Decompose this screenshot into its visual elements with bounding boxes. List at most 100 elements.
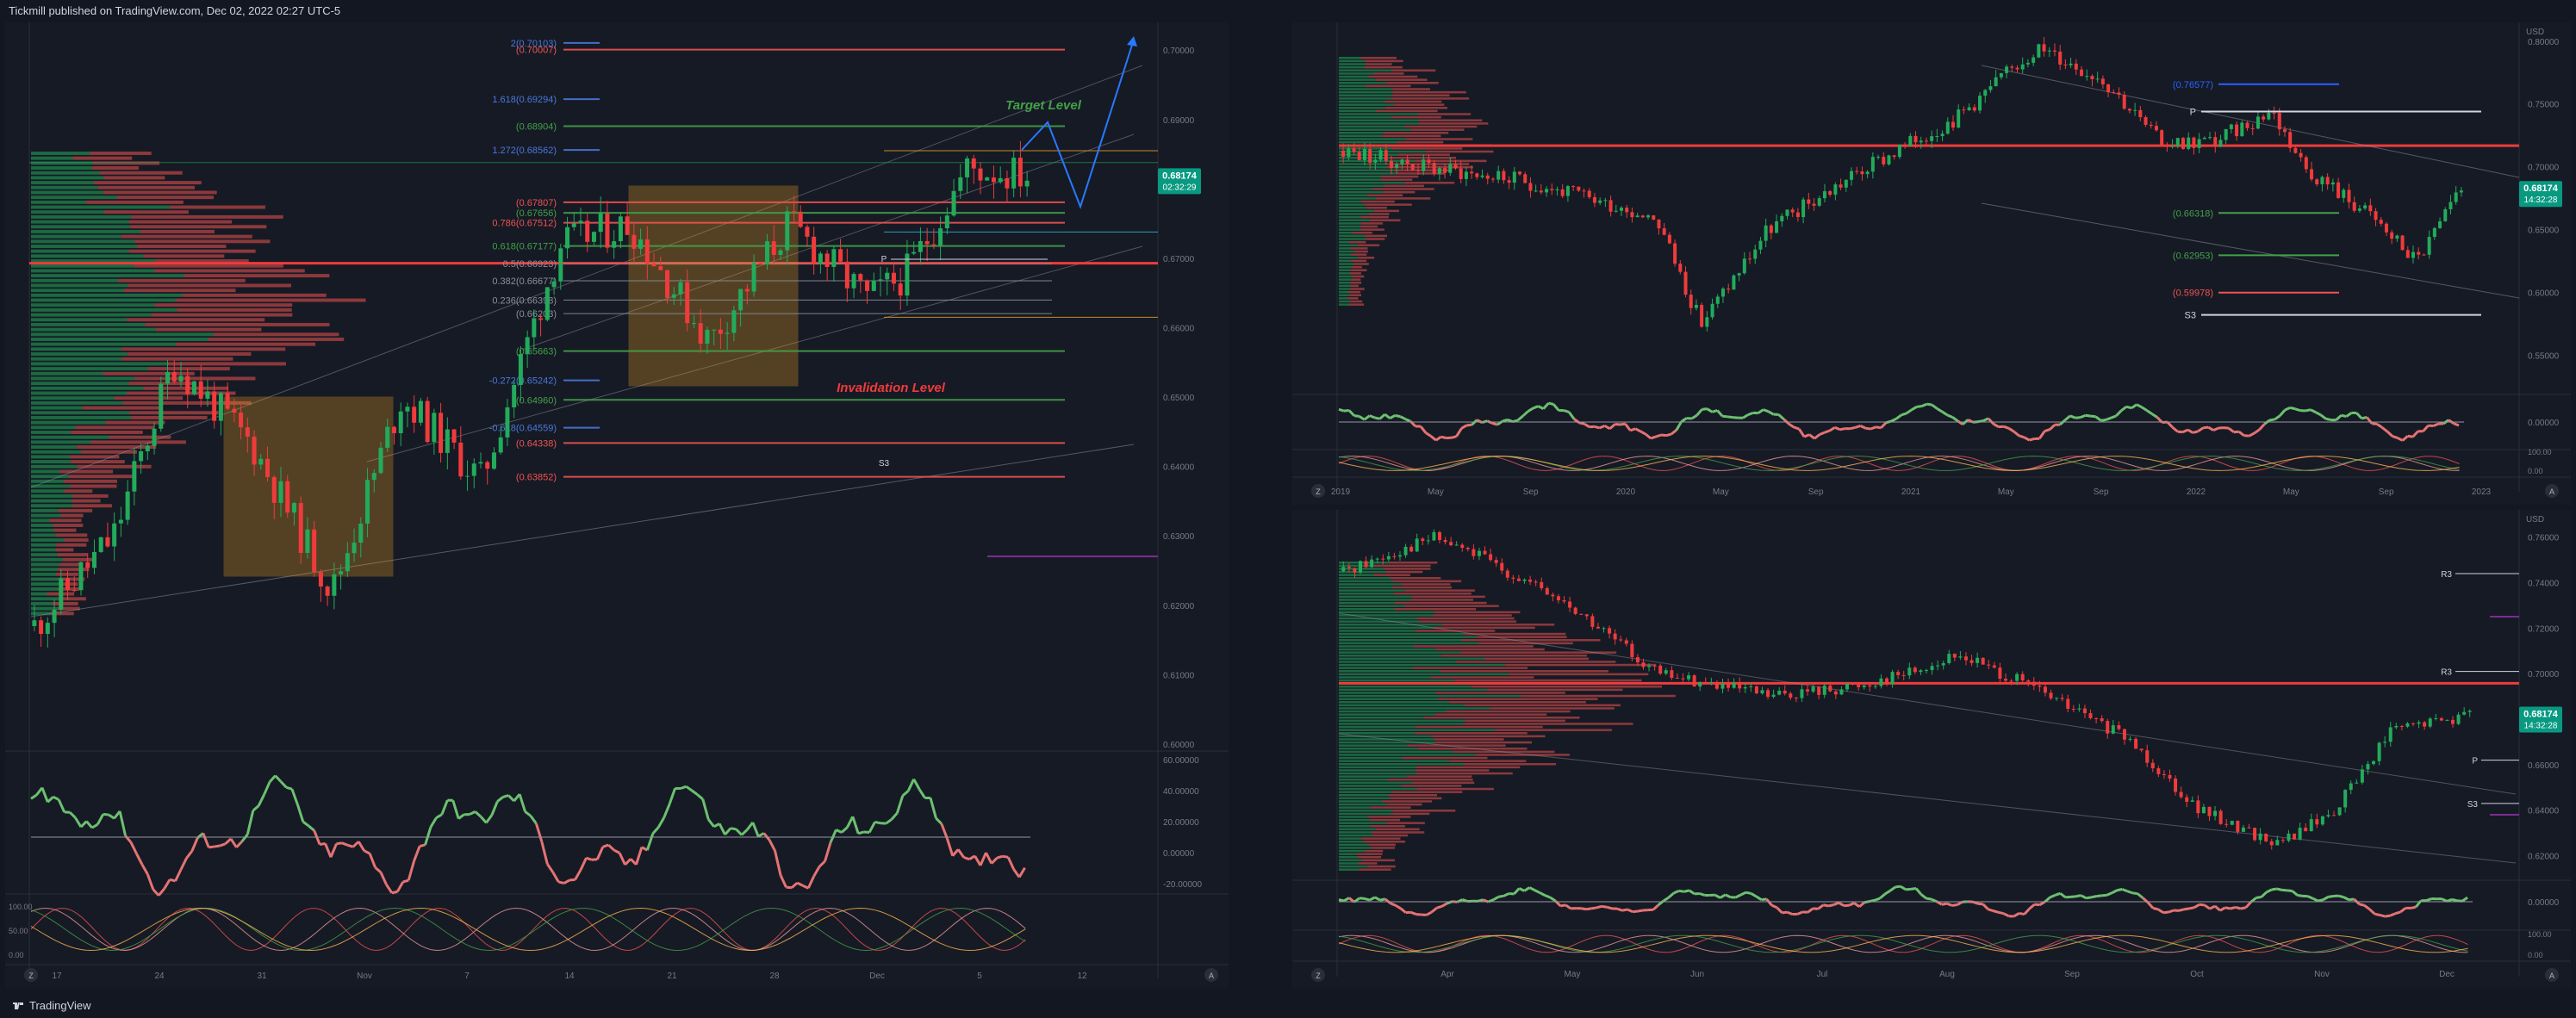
tr-candle (1972, 107, 1976, 111)
tr-volume-profile-buy (1339, 84, 1366, 88)
oscillator-line (2266, 888, 2273, 894)
oscillator-line (990, 857, 999, 865)
left-candle (352, 543, 357, 554)
left-volume-profile-buy (31, 411, 130, 415)
br-candle (1534, 581, 1538, 583)
br-candle (1687, 675, 1691, 680)
oscillator-line (69, 811, 77, 819)
oscillator-line (2166, 420, 2174, 429)
oscillator-line (2151, 413, 2158, 419)
oscillator-line (2248, 431, 2256, 438)
br-candle (2309, 819, 2313, 832)
tr-candle (1347, 148, 1351, 158)
tr-candle (1764, 225, 1768, 241)
tr-price-badge (2519, 181, 2562, 208)
tr-candle (2288, 132, 2293, 148)
tr-candle (1876, 157, 1881, 158)
oscillator-line (1537, 405, 1545, 410)
auto-scale-button[interactable] (2545, 968, 2559, 982)
oscillator-line (1911, 406, 1918, 412)
tr-candle (2069, 63, 2073, 65)
tr-volume-profile-buy (1339, 165, 1387, 169)
oscillator-line (2310, 408, 2317, 414)
zoom-button[interactable] (1311, 968, 1325, 982)
br-volume-profile-sell (1464, 632, 1566, 636)
br-candle (2247, 827, 2251, 829)
oscillator-line (279, 780, 288, 789)
zoom-button[interactable] (24, 968, 38, 982)
br-volume-profile-buy (1339, 655, 1441, 657)
tr-candle (1485, 175, 1490, 179)
br-volume-profile-buy (1339, 605, 1405, 607)
br-volume-profile-buy (1339, 661, 1456, 663)
left-candle (32, 620, 37, 626)
oscillator-line (2386, 430, 2393, 438)
oscillator-line (1399, 415, 1406, 420)
left-volume-profile-sell (167, 362, 286, 366)
br-volume-profile-sell (1438, 698, 1598, 700)
trend-line (366, 245, 1143, 462)
tr-volume-profile-buy (1339, 115, 1391, 119)
auto-scale-button[interactable] (2545, 484, 2559, 498)
chart-panel-bottom-right[interactable]: USD0.760000.740000.720000.700000.680000.… (1292, 510, 2571, 989)
br-volume-profile-sell (1371, 564, 1431, 568)
br-candle (1845, 683, 1850, 690)
oscillator-line (2197, 426, 2205, 433)
left-volume-profile-sell (70, 484, 117, 488)
tr-candle (2240, 122, 2244, 137)
left-candle (591, 232, 596, 242)
oscillator-line (1548, 401, 1554, 406)
tr-candle (2224, 128, 2228, 140)
left-volume-profile-sell (126, 391, 236, 395)
br-candle (2236, 820, 2240, 832)
br-volume-profile-sell (1388, 562, 1438, 564)
br-volume-profile-buy (1339, 763, 1465, 766)
oscillator-line (2126, 890, 2133, 895)
tr-volume-profile-buy (1339, 57, 1361, 59)
left-volume-profile-buy (31, 367, 148, 371)
br-volume-profile-sell (1445, 710, 1571, 713)
left-chart-canvas[interactable]: 0.700000.690000.680000.670000.660000.650… (5, 22, 1229, 989)
oscillator-line (1722, 414, 1728, 419)
oscillator-line (1850, 425, 1856, 431)
br-candle (1963, 656, 1968, 661)
br-volume-profile-buy (1339, 583, 1402, 586)
oscillator-line (656, 816, 665, 829)
tr-candle (1603, 200, 1608, 202)
tr-volume-profile-buy (1339, 250, 1355, 253)
zoom-button[interactable] (1311, 484, 1325, 498)
oscillator-line (1696, 408, 1703, 417)
oscillator-line (1858, 901, 1866, 908)
tr-candle (2262, 116, 2266, 120)
br-candle (1760, 690, 1764, 694)
auto-scale-button[interactable] (1204, 968, 1218, 982)
br-candle (2445, 719, 2449, 721)
chart-panel-top-right[interactable]: USD 0.80000 0.75000 0.70000 0.65000 0.60000 0.… (1292, 22, 2571, 505)
br-volume-profile-sell (1417, 748, 1528, 750)
br-candle (2337, 807, 2342, 816)
bottom-right-chart-canvas[interactable]: USD0.760000.740000.720000.700000.680000.… (1292, 510, 2571, 989)
time-axis-label: Jun (1690, 970, 1704, 979)
oscillator-line (885, 818, 893, 825)
left-volume-profile-buy (31, 493, 72, 498)
chart-panel-left[interactable]: 0.700000.690000.680000.670000.660000.650… (5, 22, 1229, 989)
br-volume-profile-sell (1407, 744, 1506, 747)
br-volume-profile-buy (1339, 589, 1405, 592)
tr-volume-profile-sell (1364, 203, 1412, 206)
oscillator-line (1876, 425, 1882, 430)
top-right-chart-canvas[interactable]: USD0.800000.750000.700000.650000.600000.… (1292, 22, 2571, 505)
br-candle (1709, 682, 1714, 684)
left-volume-profile-sell (155, 259, 249, 264)
oscillator-line (336, 841, 343, 846)
left-volume-profile-buy (31, 562, 60, 567)
left-candle (65, 578, 71, 591)
br-volume-profile-buy (1339, 748, 1418, 750)
tr-volume-profile-sell (1384, 100, 1442, 103)
br-volume-profile-sell (1385, 570, 1423, 574)
stochastic-axis-label: 0.00 (2528, 951, 2543, 959)
fib-level-label: (0.67807) (516, 198, 557, 208)
oscillator-line (2441, 897, 2448, 903)
oscillator-line (1895, 885, 1901, 889)
oscillator-line (1478, 898, 1484, 903)
oscillator-line (2355, 412, 2363, 419)
